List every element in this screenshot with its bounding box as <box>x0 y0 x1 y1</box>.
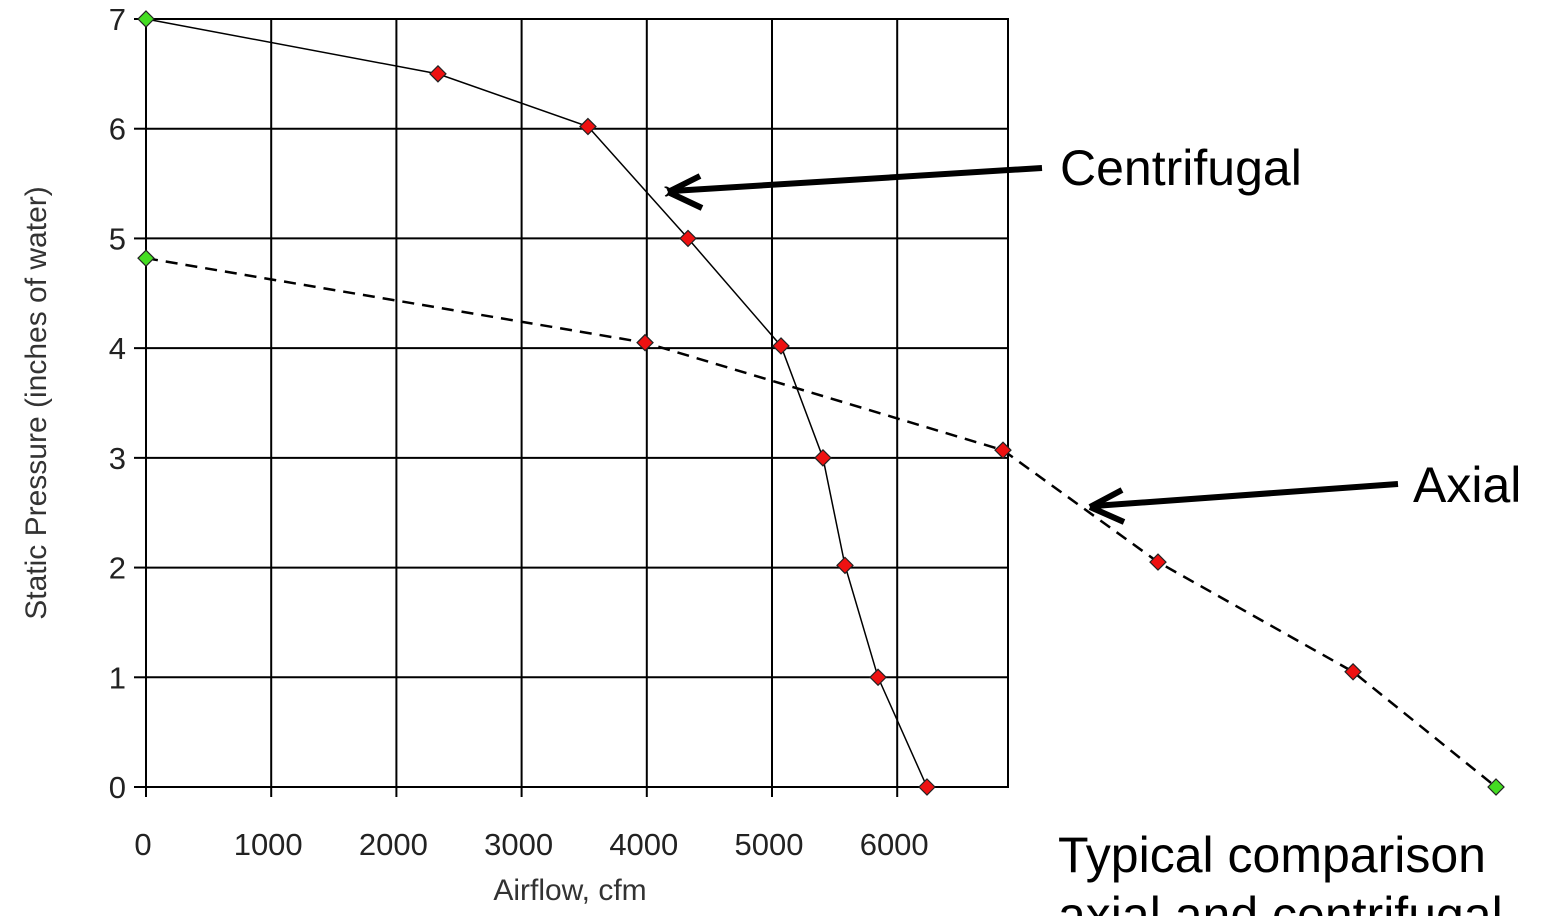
data-point <box>636 333 654 352</box>
data-point <box>429 65 447 83</box>
y-tick-label: 4 <box>109 331 126 366</box>
data-point <box>836 556 854 575</box>
x-tick-label: 1000 <box>234 827 303 862</box>
arrow <box>1093 481 1399 509</box>
data-point <box>679 229 697 248</box>
data-point <box>869 668 887 687</box>
y-tick-label: 6 <box>109 112 126 147</box>
x-tick-label: 4000 <box>609 827 678 862</box>
data <box>137 10 1505 796</box>
y-tick-label: 7 <box>109 2 126 37</box>
x-tick-label: 5000 <box>735 827 804 862</box>
y-tick-label: 3 <box>109 441 126 476</box>
data-point <box>1149 553 1167 571</box>
data-point <box>918 778 936 796</box>
annotation: axial and centrifugal <box>1058 887 1503 916</box>
x-tick-label: 2000 <box>359 827 428 862</box>
x-tick-label: 0 <box>134 827 151 862</box>
data-point <box>1344 662 1362 681</box>
x-tick-label: 3000 <box>484 827 553 862</box>
data-point <box>814 449 832 467</box>
x-tick-label: 6000 <box>860 827 929 862</box>
data-point <box>772 337 790 355</box>
y-tick-label: 0 <box>109 770 126 805</box>
y-tick-label: 1 <box>109 660 126 695</box>
series-line <box>145 256 1497 788</box>
y-axis-label: Static Pressure (inches of water) <box>20 186 53 620</box>
arrow-head <box>666 173 704 211</box>
arrow-head <box>1088 487 1126 525</box>
series-line <box>145 18 928 788</box>
data-point <box>579 117 597 136</box>
data-point <box>137 249 155 268</box>
data-point <box>137 10 155 28</box>
data-point <box>1487 778 1505 796</box>
grid: 0 1 2 3 4 5 6 7 0 1000 2000 3000 4000 5000 6000 <box>109 2 1009 862</box>
plot-frame <box>145 18 1009 788</box>
annotation: Centrifugal <box>1060 140 1302 196</box>
data-point <box>994 441 1012 460</box>
arrow <box>672 165 1043 191</box>
y-tick-label: 5 <box>109 221 126 256</box>
y-tick-label: 2 <box>109 551 126 586</box>
annotation: Typical comparison <box>1058 827 1486 883</box>
x-axis-label: Airflow, cfm <box>493 874 646 907</box>
annotation: Axial <box>1413 457 1521 513</box>
